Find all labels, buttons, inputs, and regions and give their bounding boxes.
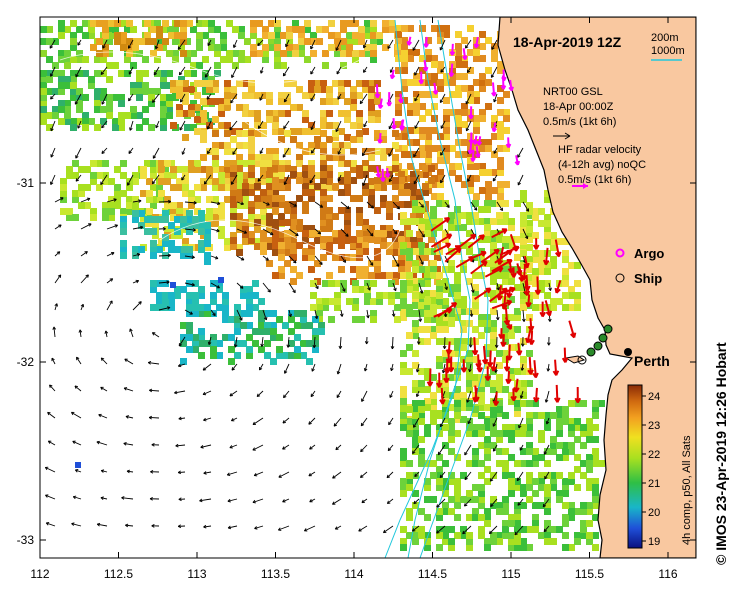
y-tick-label: -31: [17, 176, 35, 190]
y-tick-label: -32: [17, 355, 35, 369]
colorbar-ticks: 24 23 22 21 20 19: [642, 391, 660, 548]
x-axis: 112 112.5 113 113.5 114 114.5 115 115.5 116: [30, 17, 678, 581]
colorbar-tick-label: 22: [648, 449, 660, 461]
depth-legend-200: 200m: [651, 32, 679, 44]
y-axis: -31 -32 -33: [17, 176, 696, 547]
colorbar-tick-label: 19: [648, 536, 660, 548]
sst-field: [40, 20, 605, 551]
ship-markers: [577, 324, 613, 365]
x-tick-label: 114.5: [418, 567, 447, 581]
ship-legend-label: Ship: [634, 271, 662, 286]
depth-legend-1000: 1000m: [651, 45, 685, 57]
y-tick-label: -33: [17, 533, 35, 547]
rottnest-island: [564, 355, 586, 364]
argo-legend-icon: [615, 248, 625, 258]
colorbar-tick-label: 24: [648, 391, 660, 403]
colorbar-label: 4h comp, p50, All Sats: [681, 435, 693, 545]
model-label-1: NRT00 GSL: [543, 86, 603, 98]
model-label-2: 18-Apr 00:00Z: [543, 101, 614, 113]
model-label-3: 0.5m/s (1kt 6h): [543, 116, 616, 128]
hf-label-2: (4-12h avg) noQC: [558, 159, 646, 171]
x-tick-label: 116: [658, 567, 677, 581]
x-tick-label: 113.5: [261, 567, 290, 581]
x-tick-label: 112.5: [104, 567, 133, 581]
x-tick-label: 115: [501, 567, 520, 581]
colorbar-tick-label: 23: [648, 420, 660, 432]
x-tick-label: 114: [344, 567, 363, 581]
colorbar: [627, 384, 643, 549]
x-tick-label: 115.5: [575, 567, 604, 581]
hf-label-1: HF radar velocity: [558, 144, 642, 156]
perth-label: Perth: [634, 353, 670, 369]
x-tick-label: 112: [30, 567, 49, 581]
colorbar-tick-label: 20: [648, 507, 660, 519]
ship-legend-icon: [615, 273, 625, 283]
map-title: 18-Apr-2019 12Z: [513, 34, 622, 50]
credit-text: © IMOS 23-Apr-2019 12:26 Hobart: [713, 342, 729, 565]
x-tick-label: 113: [187, 567, 206, 581]
colorbar-tick-label: 21: [648, 478, 660, 490]
perth-dot: [624, 348, 632, 356]
plot-frame: [39, 16, 697, 559]
hf-label-3: 0.5m/s (1kt 6h): [558, 174, 631, 186]
argo-legend-label: Argo: [634, 246, 664, 261]
argo-markers: [374, 36, 521, 182]
hf-radar-vectors: [426, 217, 582, 407]
